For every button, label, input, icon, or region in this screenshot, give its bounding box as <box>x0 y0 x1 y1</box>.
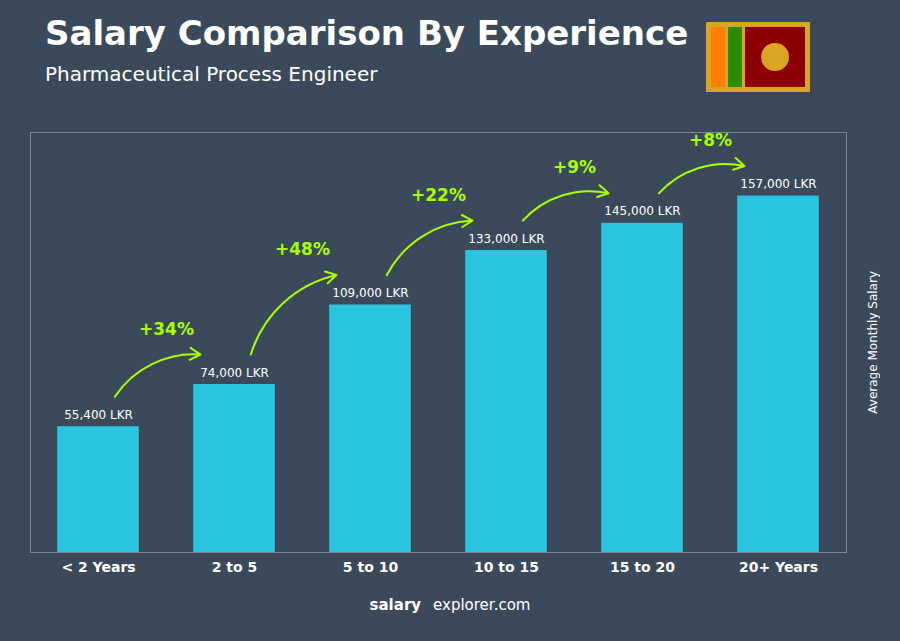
html-text:Salary Comparison By Experienc: Salary Comparison By Experience <box>45 13 689 53</box>
svg-text:+22%: +22% <box>411 185 466 205</box>
html-text:Pharmaceutical Process Enginee: Pharmaceutical Process Engineer <box>45 62 378 86</box>
svg-text:< 2 Years: < 2 Years <box>61 559 135 575</box>
svg-text:5 to 10: 5 to 10 <box>343 559 399 575</box>
svg-text:10 to 15: 10 to 15 <box>474 559 539 575</box>
svg-text:55,400 LKR: 55,400 LKR <box>64 408 133 422</box>
svg-text:133,000 LKR: 133,000 LKR <box>468 232 544 246</box>
svg-text:20+ Years: 20+ Years <box>739 559 818 575</box>
svg-text:15 to 20: 15 to 20 <box>610 559 675 575</box>
svg-text:+8%: +8% <box>689 130 732 150</box>
svg-text:2 to 5: 2 to 5 <box>212 559 258 575</box>
svg-text:+48%: +48% <box>275 239 330 259</box>
html-text:explorer.com: explorer.com <box>433 596 531 614</box>
html-text:Average Monthly Salary: Average Monthly Salary <box>866 270 880 414</box>
svg-text:+34%: +34% <box>139 319 194 339</box>
html-text:salary: salary <box>369 596 422 614</box>
svg-text:145,000 LKR: 145,000 LKR <box>604 204 680 218</box>
svg-text:109,000 LKR: 109,000 LKR <box>332 286 408 300</box>
svg-text:157,000 LKR: 157,000 LKR <box>740 177 816 191</box>
svg-text:74,000 LKR: 74,000 LKR <box>200 366 269 380</box>
svg-text:+9%: +9% <box>553 157 596 177</box>
